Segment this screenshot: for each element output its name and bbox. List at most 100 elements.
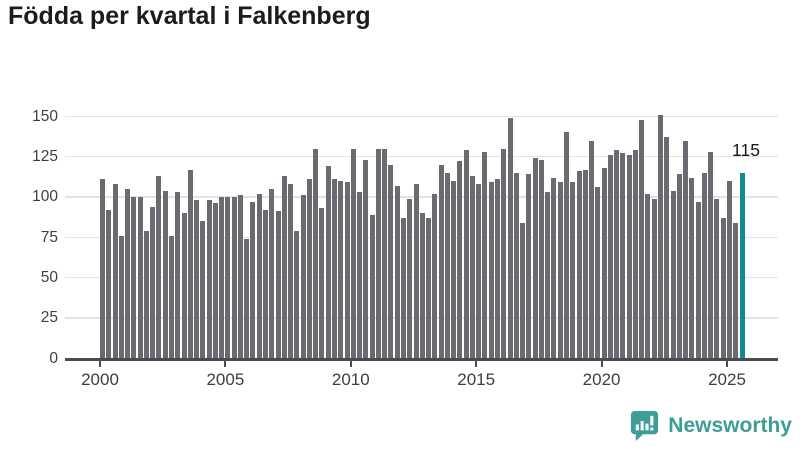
bar	[187, 169, 193, 359]
bar	[601, 167, 607, 359]
bar	[570, 182, 576, 359]
bar	[563, 132, 569, 359]
x-tick	[600, 360, 603, 367]
bar	[532, 158, 538, 359]
bar	[683, 140, 689, 359]
bar	[219, 196, 225, 359]
bar	[344, 182, 350, 359]
bar	[206, 200, 212, 359]
bar	[143, 230, 149, 359]
bar	[319, 208, 325, 359]
newsworthy-logo: Newsworthy	[629, 409, 792, 442]
bar	[100, 179, 105, 359]
bar	[212, 203, 218, 359]
y-tick-label: 0	[49, 349, 58, 367]
bar	[375, 148, 381, 359]
newsworthy-wordmark: Newsworthy	[668, 413, 792, 437]
bar	[714, 198, 720, 359]
bar	[620, 153, 626, 359]
bar	[438, 164, 444, 359]
bar	[413, 184, 419, 359]
highlighted-bar	[739, 172, 745, 359]
bar	[488, 182, 494, 359]
y-tick-label: 75	[40, 228, 58, 246]
bar	[476, 184, 482, 359]
bar	[300, 195, 306, 359]
bar	[200, 221, 206, 359]
bar	[432, 193, 438, 359]
bar	[250, 201, 256, 359]
bar	[651, 198, 657, 359]
bar	[325, 166, 331, 359]
bar	[545, 192, 551, 359]
bar	[137, 196, 143, 359]
bar	[313, 148, 319, 359]
x-tick-label: 2020	[582, 370, 621, 390]
x-tick-label: 2025	[708, 370, 746, 390]
bar	[118, 235, 124, 359]
x-tick-label: 2010	[331, 370, 370, 390]
bar	[388, 164, 394, 359]
bar	[639, 119, 645, 359]
y-tick-label: 150	[32, 107, 58, 125]
y-tick-label: 50	[40, 269, 58, 287]
bar	[150, 206, 156, 359]
bar	[338, 180, 344, 359]
bar	[689, 177, 695, 359]
bar	[676, 174, 682, 359]
bar	[181, 213, 187, 359]
x-tick-label: 2015	[457, 370, 496, 390]
x-tick	[726, 360, 728, 367]
bar	[538, 159, 544, 359]
bar	[288, 184, 294, 359]
bar	[551, 177, 557, 359]
bar	[256, 193, 262, 359]
y-tick-label: 25	[40, 309, 58, 327]
bar	[720, 217, 726, 359]
y-tick-label: 100	[32, 188, 58, 206]
bar	[444, 172, 450, 359]
bar	[306, 179, 312, 359]
bar	[451, 180, 457, 359]
gridline	[65, 115, 778, 118]
bar	[168, 235, 174, 359]
bar	[727, 180, 732, 359]
last-value-label: 115	[732, 140, 760, 160]
bar	[507, 117, 513, 359]
bar	[582, 169, 588, 359]
bar	[626, 155, 632, 359]
bar	[632, 150, 638, 359]
bar	[695, 201, 701, 359]
bar	[237, 195, 243, 359]
bar	[495, 179, 500, 359]
bar	[194, 200, 200, 359]
bar	[263, 209, 269, 359]
bar	[382, 148, 388, 359]
bar	[733, 222, 739, 359]
gridline	[65, 196, 778, 198]
x-tick	[349, 360, 352, 367]
bar	[269, 188, 275, 359]
bar	[294, 230, 300, 359]
chart-title: Födda per kvartal i Falkenberg	[8, 2, 371, 30]
x-tick	[224, 360, 227, 367]
bar	[520, 222, 526, 359]
bar	[658, 114, 664, 359]
bar	[708, 151, 714, 359]
bar	[595, 187, 601, 359]
bar	[701, 172, 707, 359]
x-axis-line	[65, 358, 778, 361]
newsworthy-speech-bubble-chart-icon	[631, 410, 659, 441]
bar	[614, 150, 620, 359]
bar	[607, 155, 613, 359]
bar	[407, 198, 413, 359]
bar	[350, 148, 356, 359]
bar	[231, 196, 237, 359]
bar	[225, 196, 231, 359]
bar	[331, 179, 337, 359]
bar	[589, 140, 595, 359]
bar	[112, 184, 118, 359]
y-tick-label: 125	[32, 148, 58, 166]
bar	[645, 193, 651, 359]
